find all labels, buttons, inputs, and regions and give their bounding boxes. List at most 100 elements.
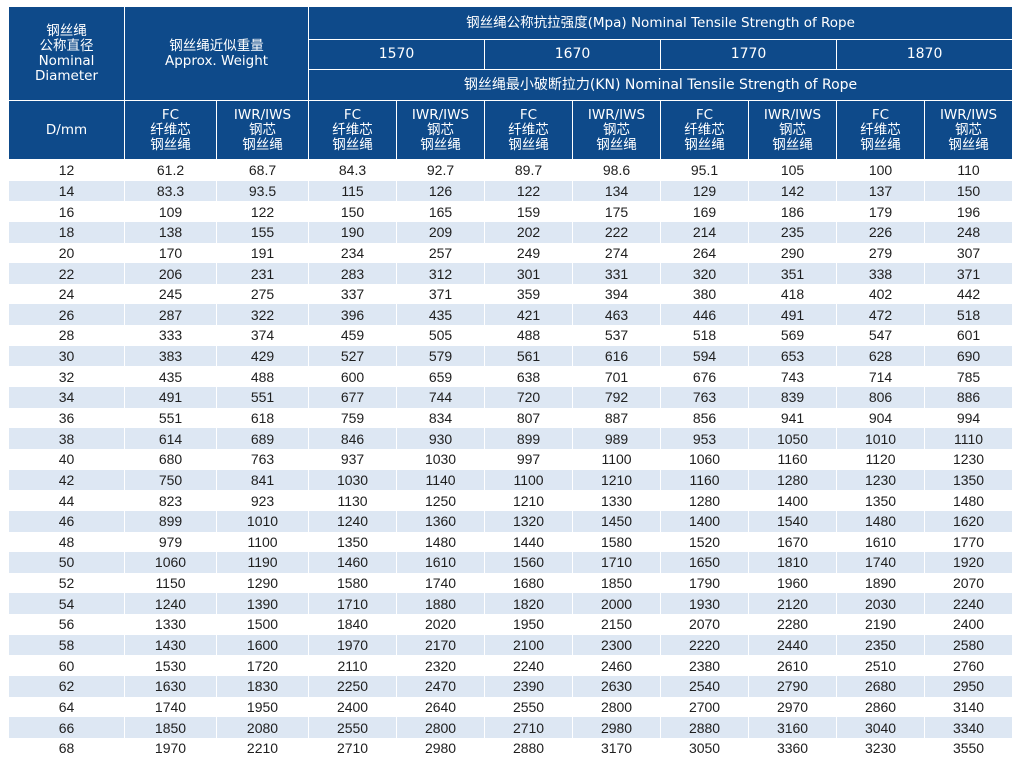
value-cell: 1110 [924, 428, 1014, 449]
value-cell: 488 [484, 325, 574, 346]
value-cell: 2580 [924, 634, 1014, 656]
value-cell: 2240 [484, 655, 574, 677]
diameter-header-line: 钢丝绳 [46, 22, 87, 39]
value-cell: 2880 [484, 737, 574, 759]
value-cell: 275 [215, 283, 310, 305]
value-cell: 394 [572, 283, 662, 305]
value-cell: 763 [660, 387, 750, 408]
value-cell: 126 [396, 180, 486, 202]
iwr-core-header: IWR/IWS 钢芯 钢丝绳 [396, 100, 486, 160]
value-cell: 1160 [748, 448, 838, 470]
diameter-cell: 66 [8, 717, 125, 738]
value-cell: 1740 [124, 696, 217, 718]
value-cell: 435 [396, 304, 486, 326]
diameter-cell: 18 [8, 221, 125, 243]
value-cell: 750 [124, 469, 217, 491]
value-cell: 206 [124, 263, 217, 284]
value-cell: 2860 [836, 696, 926, 718]
value-cell: 68.7 [215, 159, 310, 181]
value-cell: 614 [124, 428, 217, 449]
value-cell: 2350 [836, 634, 926, 656]
value-cell: 1010 [215, 510, 310, 532]
value-cell: 2110 [308, 655, 398, 677]
core-header-line: 钢丝绳 [948, 136, 989, 153]
value-cell: 209 [396, 221, 486, 243]
diameter-cell: 24 [8, 283, 125, 305]
value-cell: 1600 [215, 634, 310, 656]
diameter-cell: 64 [8, 696, 125, 718]
value-cell: 1450 [572, 510, 662, 532]
value-cell: 846 [308, 428, 398, 449]
value-cell: 792 [572, 387, 662, 408]
core-header-line: 钢丝绳 [508, 136, 549, 153]
value-cell: 1330 [124, 614, 217, 635]
value-cell: 442 [924, 283, 1014, 305]
table-row: 48 979 1100 1350 1480 1440 1580 1520 1670 1610 177… [8, 531, 1014, 553]
core-header-line: 钢芯 [249, 121, 276, 138]
value-cell: 994 [924, 407, 1014, 429]
value-cell: 122 [215, 201, 310, 222]
value-cell: 2250 [308, 676, 398, 697]
value-cell: 2640 [396, 696, 486, 718]
value-cell: 93.5 [215, 180, 310, 202]
value-cell: 421 [484, 304, 574, 326]
iwr-core-header: IWR/IWS 钢芯 钢丝绳 [215, 100, 310, 160]
value-cell: 98.6 [572, 159, 662, 181]
table-row: 42 750 841 1030 1140 1100 1210 1160 1280 1230 1350 [8, 469, 1014, 491]
value-cell: 351 [748, 263, 838, 284]
core-header-line: 纤维芯 [508, 121, 549, 138]
value-cell: 1400 [748, 490, 838, 511]
value-cell: 84.3 [308, 159, 398, 181]
value-cell: 618 [215, 407, 310, 429]
value-cell: 997 [484, 448, 574, 470]
value-cell: 2710 [308, 737, 398, 759]
value-cell: 446 [660, 304, 750, 326]
value-cell: 834 [396, 407, 486, 429]
value-cell: 1970 [308, 634, 398, 656]
value-cell: 518 [924, 304, 1014, 326]
diameter-cell: 22 [8, 263, 125, 284]
core-header-line: 钢丝绳 [596, 136, 637, 153]
value-cell: 3340 [924, 717, 1014, 738]
value-cell: 839 [748, 387, 838, 408]
value-cell: 1030 [396, 448, 486, 470]
core-header-line: 钢芯 [955, 121, 983, 138]
iwr-core-header: IWR/IWS 钢芯 钢丝绳 [748, 100, 838, 160]
value-cell: 600 [308, 366, 398, 388]
value-cell: 2880 [660, 717, 750, 738]
value-cell: 676 [660, 366, 750, 388]
value-cell: 807 [484, 407, 574, 429]
value-cell: 3040 [836, 717, 926, 738]
value-cell: 1230 [836, 469, 926, 491]
value-cell: 551 [215, 387, 310, 408]
value-cell: 115 [308, 180, 398, 202]
value-cell: 701 [572, 366, 662, 388]
value-cell: 2760 [924, 655, 1014, 677]
diameter-cell: 12 [8, 159, 125, 181]
value-cell: 249 [484, 242, 574, 264]
value-cell: 472 [836, 304, 926, 326]
value-cell: 1480 [396, 531, 486, 553]
value-cell: 759 [308, 407, 398, 429]
value-cell: 628 [836, 345, 926, 367]
value-cell: 1390 [215, 593, 310, 615]
value-cell: 1100 [484, 469, 574, 491]
value-cell: 537 [572, 325, 662, 346]
value-cell: 1290 [215, 572, 310, 594]
table-row: 26 287 322 396 435 421 463 446 491 472 518 [8, 304, 1014, 326]
value-cell: 1790 [660, 572, 750, 594]
value-cell: 2800 [572, 696, 662, 718]
value-cell: 1130 [308, 490, 398, 511]
value-cell: 257 [396, 242, 486, 264]
value-cell: 1430 [124, 634, 217, 656]
value-cell: 1440 [484, 531, 574, 553]
value-cell: 806 [836, 387, 926, 408]
value-cell: 2070 [924, 572, 1014, 594]
value-cell: 899 [484, 428, 574, 449]
value-cell: 1250 [396, 490, 486, 511]
value-cell: 1230 [924, 448, 1014, 470]
value-cell: 569 [748, 325, 838, 346]
value-cell: 2460 [572, 655, 662, 677]
value-cell: 488 [215, 366, 310, 388]
